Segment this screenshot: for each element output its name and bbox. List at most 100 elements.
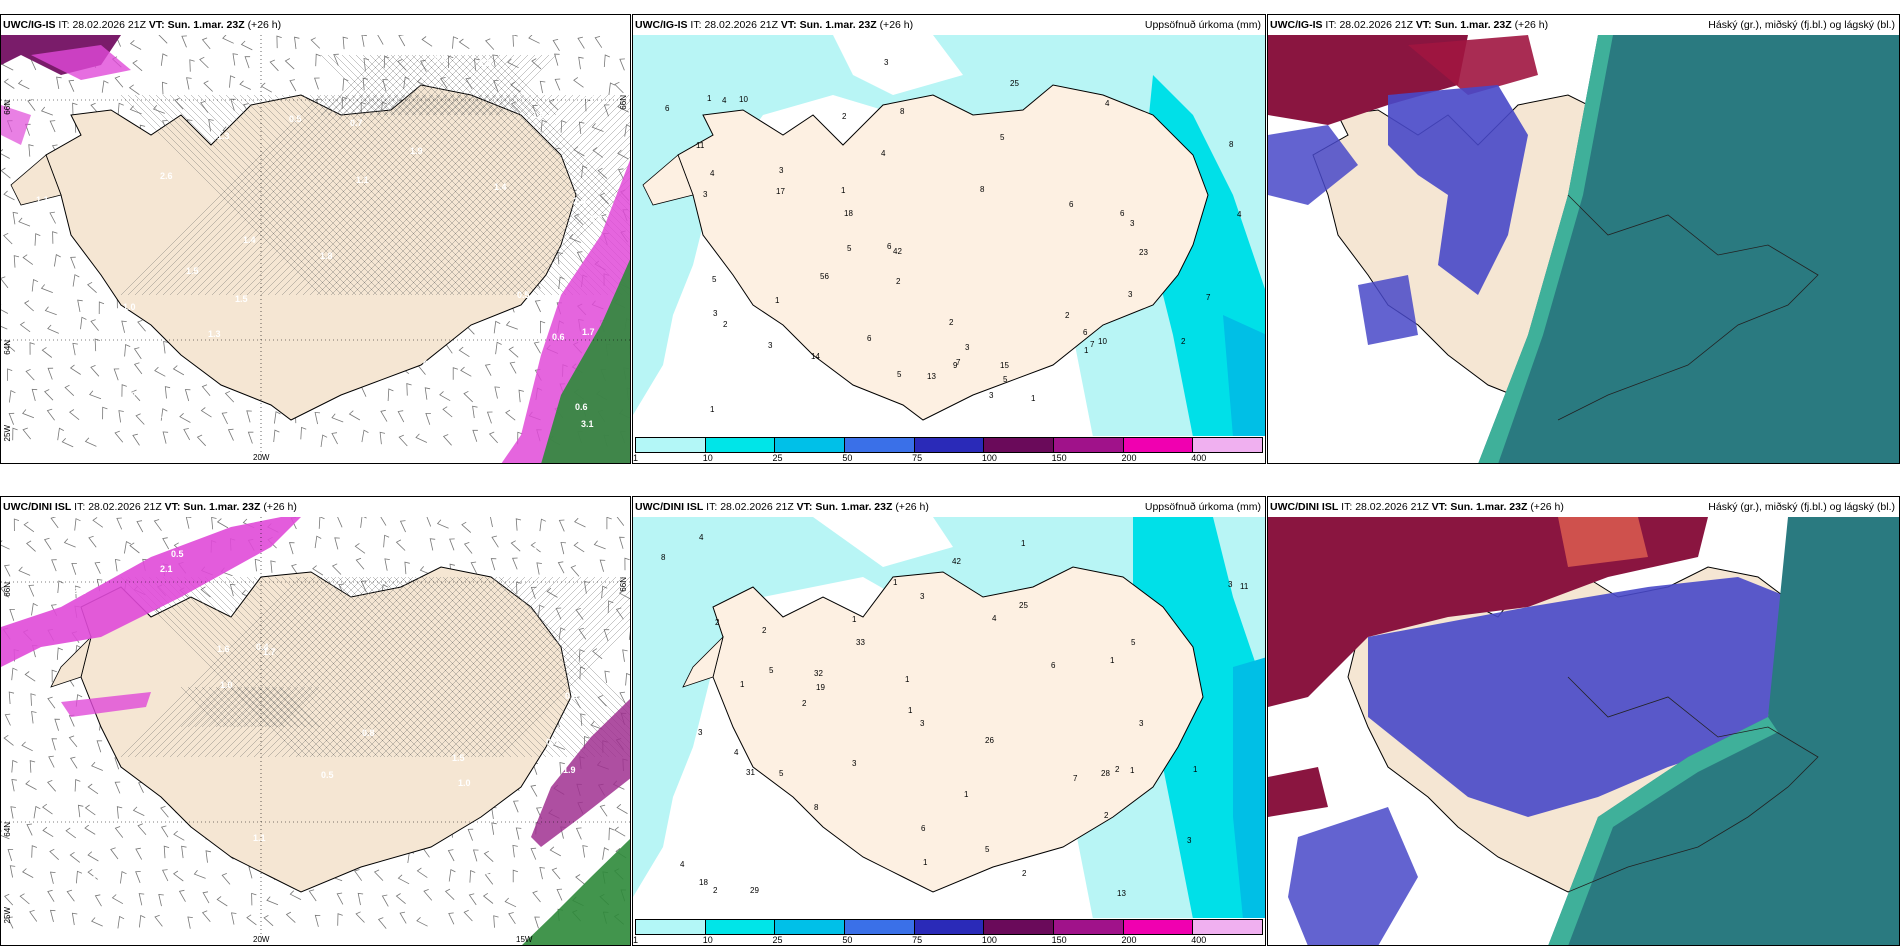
model-name: UWC/IG-IS: [635, 19, 688, 31]
wind-barb: [404, 561, 410, 575]
colorbar-ticks: 1 10 25 50 75 100 150 200 400: [633, 935, 1263, 945]
wind-barb: [196, 434, 206, 447]
wind-barb: [360, 517, 367, 528]
wind-barb: [310, 37, 321, 49]
model-name: UWC/DINI ISL: [635, 501, 704, 513]
wind-barb: [486, 411, 493, 424]
wind-barb: [3, 232, 13, 245]
wind-barb: [575, 827, 582, 840]
wind-barb: [508, 912, 516, 925]
wind-barb: [120, 870, 127, 884]
wind-barb: [22, 254, 34, 265]
wind-barb: [260, 82, 272, 93]
wind-barb: [87, 281, 97, 293]
wind-barb: [508, 346, 519, 358]
wind-barb: [135, 871, 141, 884]
hatch-line: [411, 54, 473, 116]
wind-barb: [152, 105, 165, 114]
hatch-line: [341, 54, 403, 116]
wind-barb: [9, 865, 16, 878]
wind-barb: [387, 388, 394, 402]
colorbar-swatch: [845, 920, 915, 934]
value-label: 1: [707, 94, 712, 103]
wind-barb: [114, 75, 124, 88]
hatch-line: [183, 576, 365, 758]
wind-value-labels: 1.5 0.9 1.0 0.5 1.7 -1.1 1.1 1.1 1.6 3.2 2.1 1.5 1.0…: [73, 532, 609, 918]
hatch-line: [243, 686, 285, 728]
wind-barb: [314, 411, 321, 425]
hatch-line: [481, 54, 543, 116]
value-label: 3: [920, 592, 925, 601]
panel-header: UWC/IG-IS IT: 28.02.2026 21Z VT: Sun. 1.…: [1268, 15, 1899, 35]
value-label: 1.1: [253, 833, 266, 843]
wind-barb: [173, 830, 185, 841]
wind-barb: [263, 915, 274, 927]
value-label: 1: [905, 675, 910, 684]
value-label: 1.8: [82, 331, 95, 341]
value-label: 2: [713, 886, 718, 895]
cloud-mid: [1368, 577, 1788, 817]
colorbar-swatch: [636, 920, 706, 934]
wind-barb: [604, 670, 610, 684]
wind-barb: [138, 893, 145, 906]
wind-barb: [333, 53, 339, 66]
colorbar-tick-label: 75: [912, 453, 923, 463]
it-value: 28.02.2026 21Z: [1355, 501, 1429, 513]
wind-barb: [619, 58, 625, 71]
wind-barb: [397, 874, 410, 885]
wind-barb: [94, 894, 102, 907]
wind-barb: [72, 274, 80, 287]
wind-barb: [463, 390, 473, 403]
hatch-line: [442, 107, 630, 296]
hatch-line: [400, 576, 582, 758]
iceland-land: [80, 566, 572, 893]
wind-barb: [154, 366, 166, 377]
value-label: 56: [820, 272, 829, 281]
lon-label: 25W: [3, 907, 12, 924]
wind-barb: [448, 55, 454, 68]
wind-barb: [74, 779, 81, 792]
wind-barb: [4, 713, 11, 726]
iceland-outline: [1567, 676, 1819, 893]
hatch-area: [120, 54, 630, 296]
lead-time: (+26 h): [1514, 19, 1549, 31]
colorbar-swatch: [1193, 438, 1263, 452]
wind-barb: [64, 384, 75, 396]
wind-barb: [599, 559, 606, 572]
wind-barb: [552, 39, 560, 52]
wind-barb: [578, 56, 584, 70]
hatch-line: [187, 686, 229, 728]
wind-barb: [221, 873, 231, 885]
value-label: 1.1: [356, 175, 369, 185]
wind-barb: [254, 558, 261, 572]
value-label: 7: [1206, 293, 1211, 302]
hatch-line: [337, 576, 519, 758]
wind-barb: [7, 916, 14, 929]
value-label: 0.9: [561, 874, 574, 884]
wind-barb: [426, 517, 432, 527]
value-label: 6: [1069, 200, 1074, 209]
wind-barb: [314, 914, 321, 927]
wind-barb: [452, 36, 459, 49]
wind-barb: [111, 894, 124, 905]
lon-label: 25W: [3, 425, 12, 442]
wind-barb: [483, 850, 494, 862]
wind-barb: [361, 35, 367, 47]
value-label: 18: [699, 878, 708, 887]
wind-barb: [377, 35, 384, 45]
value-label: 1.4: [494, 182, 507, 192]
value-label: 29: [750, 886, 759, 895]
wind-barb: [160, 53, 168, 66]
hatch-line: [449, 576, 630, 758]
hatch-line: [425, 54, 487, 116]
wind-barb: [216, 896, 228, 907]
colorbar-tick-label: 100: [981, 453, 997, 463]
hatch-line: [365, 576, 547, 758]
wind-barb: [300, 426, 307, 440]
wind-barb: [342, 36, 349, 50]
hatch-line: [148, 576, 330, 758]
lon-label: 15W: [516, 935, 533, 944]
wind-barb: [56, 647, 63, 660]
value-label: 1.1: [433, 553, 446, 563]
wind-barb: [132, 806, 145, 816]
